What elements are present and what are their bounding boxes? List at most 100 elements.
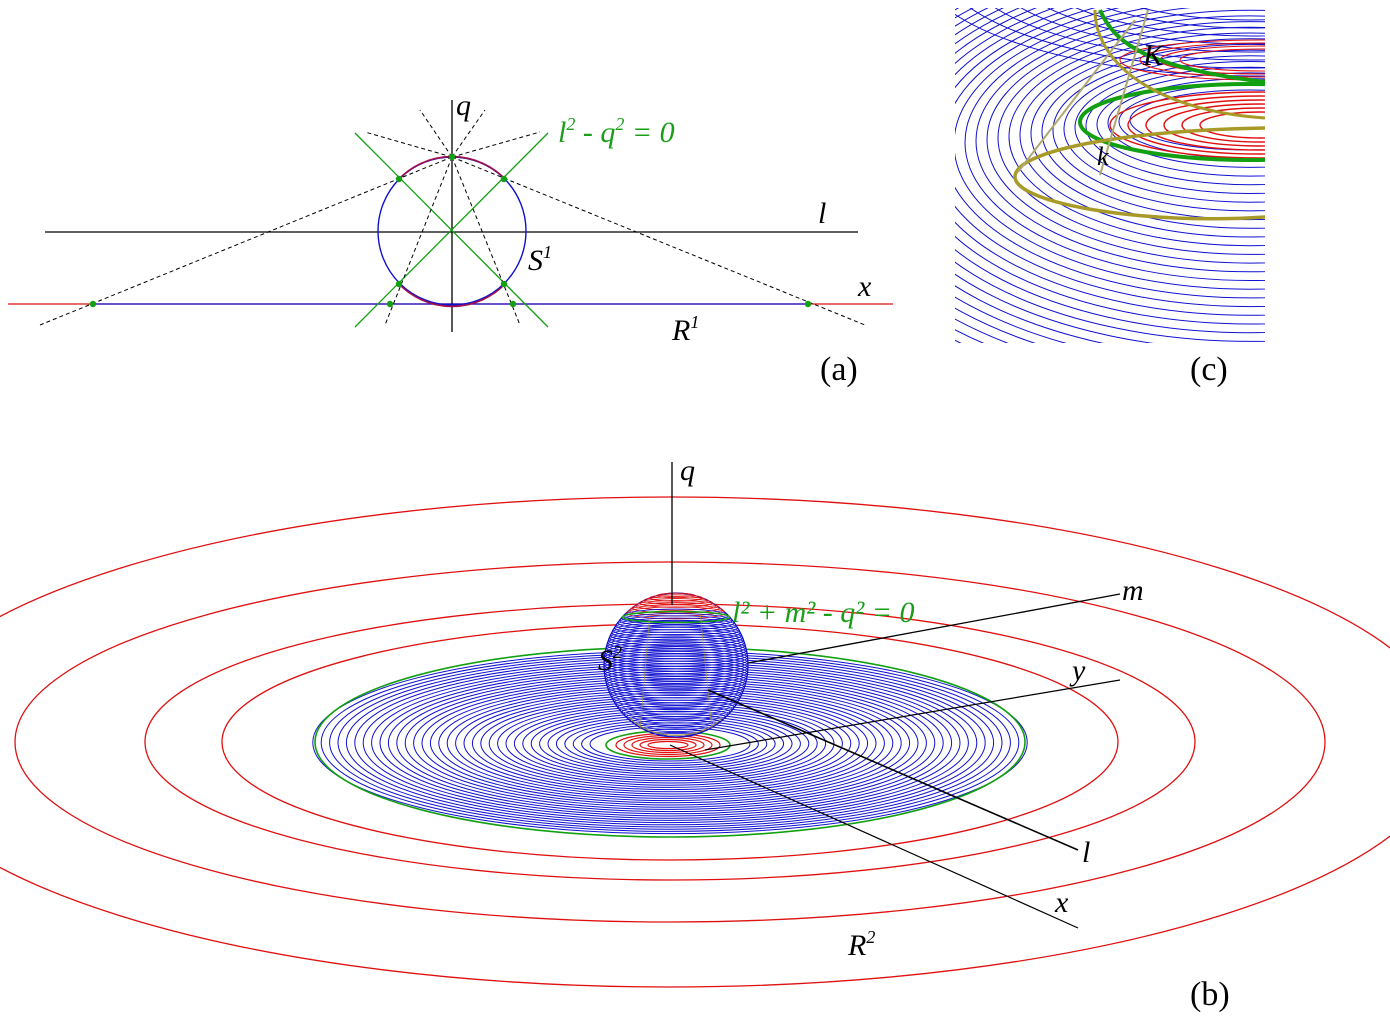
zoom-blue-contour bbox=[955, 8, 1265, 342]
axis-l-b bbox=[707, 689, 1079, 851]
zoom-blue-contour bbox=[1052, 49, 1265, 212]
zoom-blue-contour bbox=[767, 0, 1390, 437]
sphere-latitude bbox=[611, 689, 741, 706]
sphere-latitude bbox=[611, 624, 741, 641]
sphere-latitude bbox=[604, 668, 748, 687]
sphere-latitude bbox=[605, 670, 747, 689]
zoom-blue-upper-contour bbox=[994, 8, 1265, 61]
sphere-green-latitude bbox=[621, 610, 731, 624]
axis-y bbox=[704, 679, 1121, 751]
zoom-blue-upper-contour bbox=[1140, 8, 1265, 21]
zoom-red-contour bbox=[1181, 107, 1265, 143]
sphere-latitude bbox=[625, 606, 727, 620]
zoom-red-upper-contour bbox=[1139, 42, 1265, 78]
sphere-latitude bbox=[610, 626, 742, 644]
plane-red-ring bbox=[0, 496, 1390, 988]
sphere-latitude bbox=[623, 707, 729, 722]
zoom-blue-contour bbox=[1041, 43, 1265, 221]
label-q-b: q bbox=[680, 454, 695, 487]
sphere-latitude bbox=[621, 705, 731, 720]
label-K: K bbox=[1142, 39, 1165, 72]
zoom-blue-contour bbox=[1030, 38, 1265, 229]
sphere-latitude bbox=[604, 665, 748, 684]
sphere-latitude bbox=[607, 633, 745, 652]
zoom-blue-contour bbox=[964, 8, 1265, 281]
sphere-latitude bbox=[605, 673, 747, 692]
zoom-blue-contour bbox=[955, 8, 1265, 290]
sphere-latitude bbox=[607, 631, 745, 649]
zoom-red-upper-contour bbox=[1179, 48, 1265, 72]
zoom-blue-upper-contour bbox=[1105, 8, 1265, 29]
zoom-blue-contour bbox=[955, 8, 1265, 325]
zoom-blue-contour bbox=[955, 8, 1265, 334]
zoom-generator-2 bbox=[1099, 9, 1149, 176]
label-r2: R2 bbox=[847, 927, 875, 962]
label-s2: S2 bbox=[598, 642, 622, 677]
zoom-green-ring-upper bbox=[1098, 9, 1265, 84]
zoom-blue-contour bbox=[955, 8, 1105, 343]
label-x-b: x bbox=[1054, 886, 1069, 919]
label-m: m bbox=[1122, 574, 1144, 607]
zoom-blue-contour bbox=[955, 8, 1265, 308]
zoom-olive-curve-K bbox=[1093, 9, 1265, 120]
plane-red-ring bbox=[14, 561, 1326, 923]
cone-equation-a: l2 - q2 = 0 bbox=[558, 114, 675, 149]
projection-lines bbox=[39, 109, 866, 326]
zoom-green-ring-outer bbox=[1078, 82, 1265, 162]
zoom-blue-contour bbox=[1008, 26, 1265, 247]
panel-a: q l x S1 R1 l2 - q2 = 0 (a) bbox=[8, 89, 893, 388]
zoom-blue-upper-contour bbox=[1075, 8, 1265, 37]
sphere-latitude bbox=[606, 676, 746, 694]
sphere-latitude bbox=[607, 678, 745, 697]
sphere-latitude bbox=[635, 719, 717, 730]
zoom-olive-curve-k bbox=[1013, 126, 1265, 221]
plane-inner-red-ring bbox=[639, 738, 697, 752]
tag-b: (b) bbox=[1190, 976, 1230, 1013]
intersection-points bbox=[89, 153, 812, 308]
sphere-latitude bbox=[603, 660, 749, 680]
sphere-latitude bbox=[612, 691, 740, 708]
sphere-latitude bbox=[608, 629, 744, 647]
zoom-blue-contour bbox=[701, 0, 1390, 489]
zoom-blue-contour bbox=[1063, 55, 1265, 203]
label-q-a: q bbox=[456, 89, 471, 122]
label-x-a: x bbox=[857, 270, 872, 303]
sphere-latitude bbox=[639, 722, 713, 732]
axis-x bbox=[669, 744, 1079, 929]
sphere-latitude bbox=[613, 619, 739, 636]
zoom-blue-contour bbox=[955, 8, 1265, 299]
sphere-s2 bbox=[603, 592, 749, 738]
cone-line-2 bbox=[354, 132, 549, 328]
sphere-latitude bbox=[603, 663, 749, 682]
tag-c: (c) bbox=[1190, 351, 1228, 388]
plane-red-rings bbox=[0, 496, 1390, 988]
zoom-red-contour bbox=[1163, 103, 1265, 147]
plane-inner-red-ring bbox=[631, 736, 705, 754]
zoom-blue-contour bbox=[723, 0, 1390, 472]
zoom-blue-upper-contour bbox=[969, 8, 1265, 69]
panel-b: q m y l x S2 R2 l² + m² - q² = 0 (b) bbox=[0, 454, 1390, 1013]
zoom-blue-upper-contour bbox=[955, 13, 1265, 77]
zoom-blue-contour bbox=[800, 0, 1390, 411]
zoom-blue-contours bbox=[701, 0, 1390, 489]
axis-m bbox=[747, 593, 1121, 664]
label-l-b: l bbox=[1082, 836, 1090, 869]
sphere-latitude bbox=[643, 725, 709, 734]
zoom-blue-contour bbox=[955, 8, 1265, 316]
label-s1: S1 bbox=[528, 242, 552, 277]
zoom-blue-contour bbox=[986, 15, 1265, 264]
plane-inner-red-ring bbox=[623, 734, 713, 756]
plane-inner-red-ring bbox=[647, 740, 689, 750]
label-l-a: l bbox=[818, 197, 826, 230]
circle-bottom-arc bbox=[397, 282, 507, 308]
zoom-red-contour bbox=[1145, 99, 1265, 151]
tag-a: (a) bbox=[820, 351, 858, 388]
sphere-latitude bbox=[631, 716, 721, 728]
zoom-blue-contour bbox=[975, 9, 1265, 273]
cone-equation-b: l² + m² - q² = 0 bbox=[732, 596, 914, 629]
label-y: y bbox=[1069, 654, 1086, 687]
zoom-blue-upper-contour bbox=[1047, 8, 1265, 45]
zoom-blue-contour bbox=[955, 339, 962, 343]
zoom-blue-contour bbox=[1019, 32, 1265, 238]
